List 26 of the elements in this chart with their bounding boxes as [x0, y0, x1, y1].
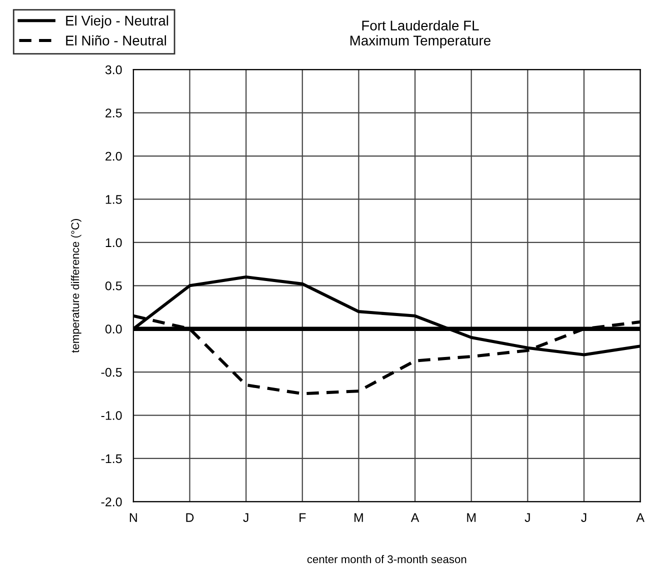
- y-tick-label: 0.5: [105, 281, 122, 290]
- y-tick-label: 2.0: [106, 152, 122, 161]
- x-tick-label: F: [300, 513, 306, 522]
- x-tick-label: N: [130, 513, 137, 522]
- x-tick-label: J: [243, 513, 248, 522]
- y-tick-label: -1.0: [101, 411, 122, 420]
- y-tick-label: 1.0: [106, 238, 122, 248]
- y-tick-label: -2.0: [101, 498, 122, 506]
- x-axis-title: center month of 3-month season: [307, 555, 466, 564]
- legend-label: El Niño - Neutral: [66, 35, 166, 46]
- y-axis-title: temperature difference (°C): [70, 219, 82, 353]
- x-tick-label: M: [354, 513, 363, 522]
- x-tick-label: D: [186, 513, 194, 522]
- y-tick-label: 1.5: [106, 195, 122, 204]
- legend-label: El Viejo - Neutral: [66, 15, 168, 28]
- chart-title: Fort Lauderdale FL Maximum Temperature: [350, 20, 490, 48]
- y-tick-label: 2.5: [106, 108, 122, 118]
- x-tick-label: A: [636, 513, 644, 522]
- y-tick-label: 3.0: [105, 65, 122, 74]
- x-tick-label: M: [467, 513, 476, 522]
- y-tick-label: 0.0: [105, 324, 122, 334]
- y-tick-label: -1.5: [101, 454, 122, 464]
- x-tick-label: J: [524, 513, 530, 522]
- y-tick-label: -0.5: [101, 368, 122, 377]
- x-tick-label: J: [581, 513, 586, 522]
- x-tick-label: A: [410, 513, 420, 522]
